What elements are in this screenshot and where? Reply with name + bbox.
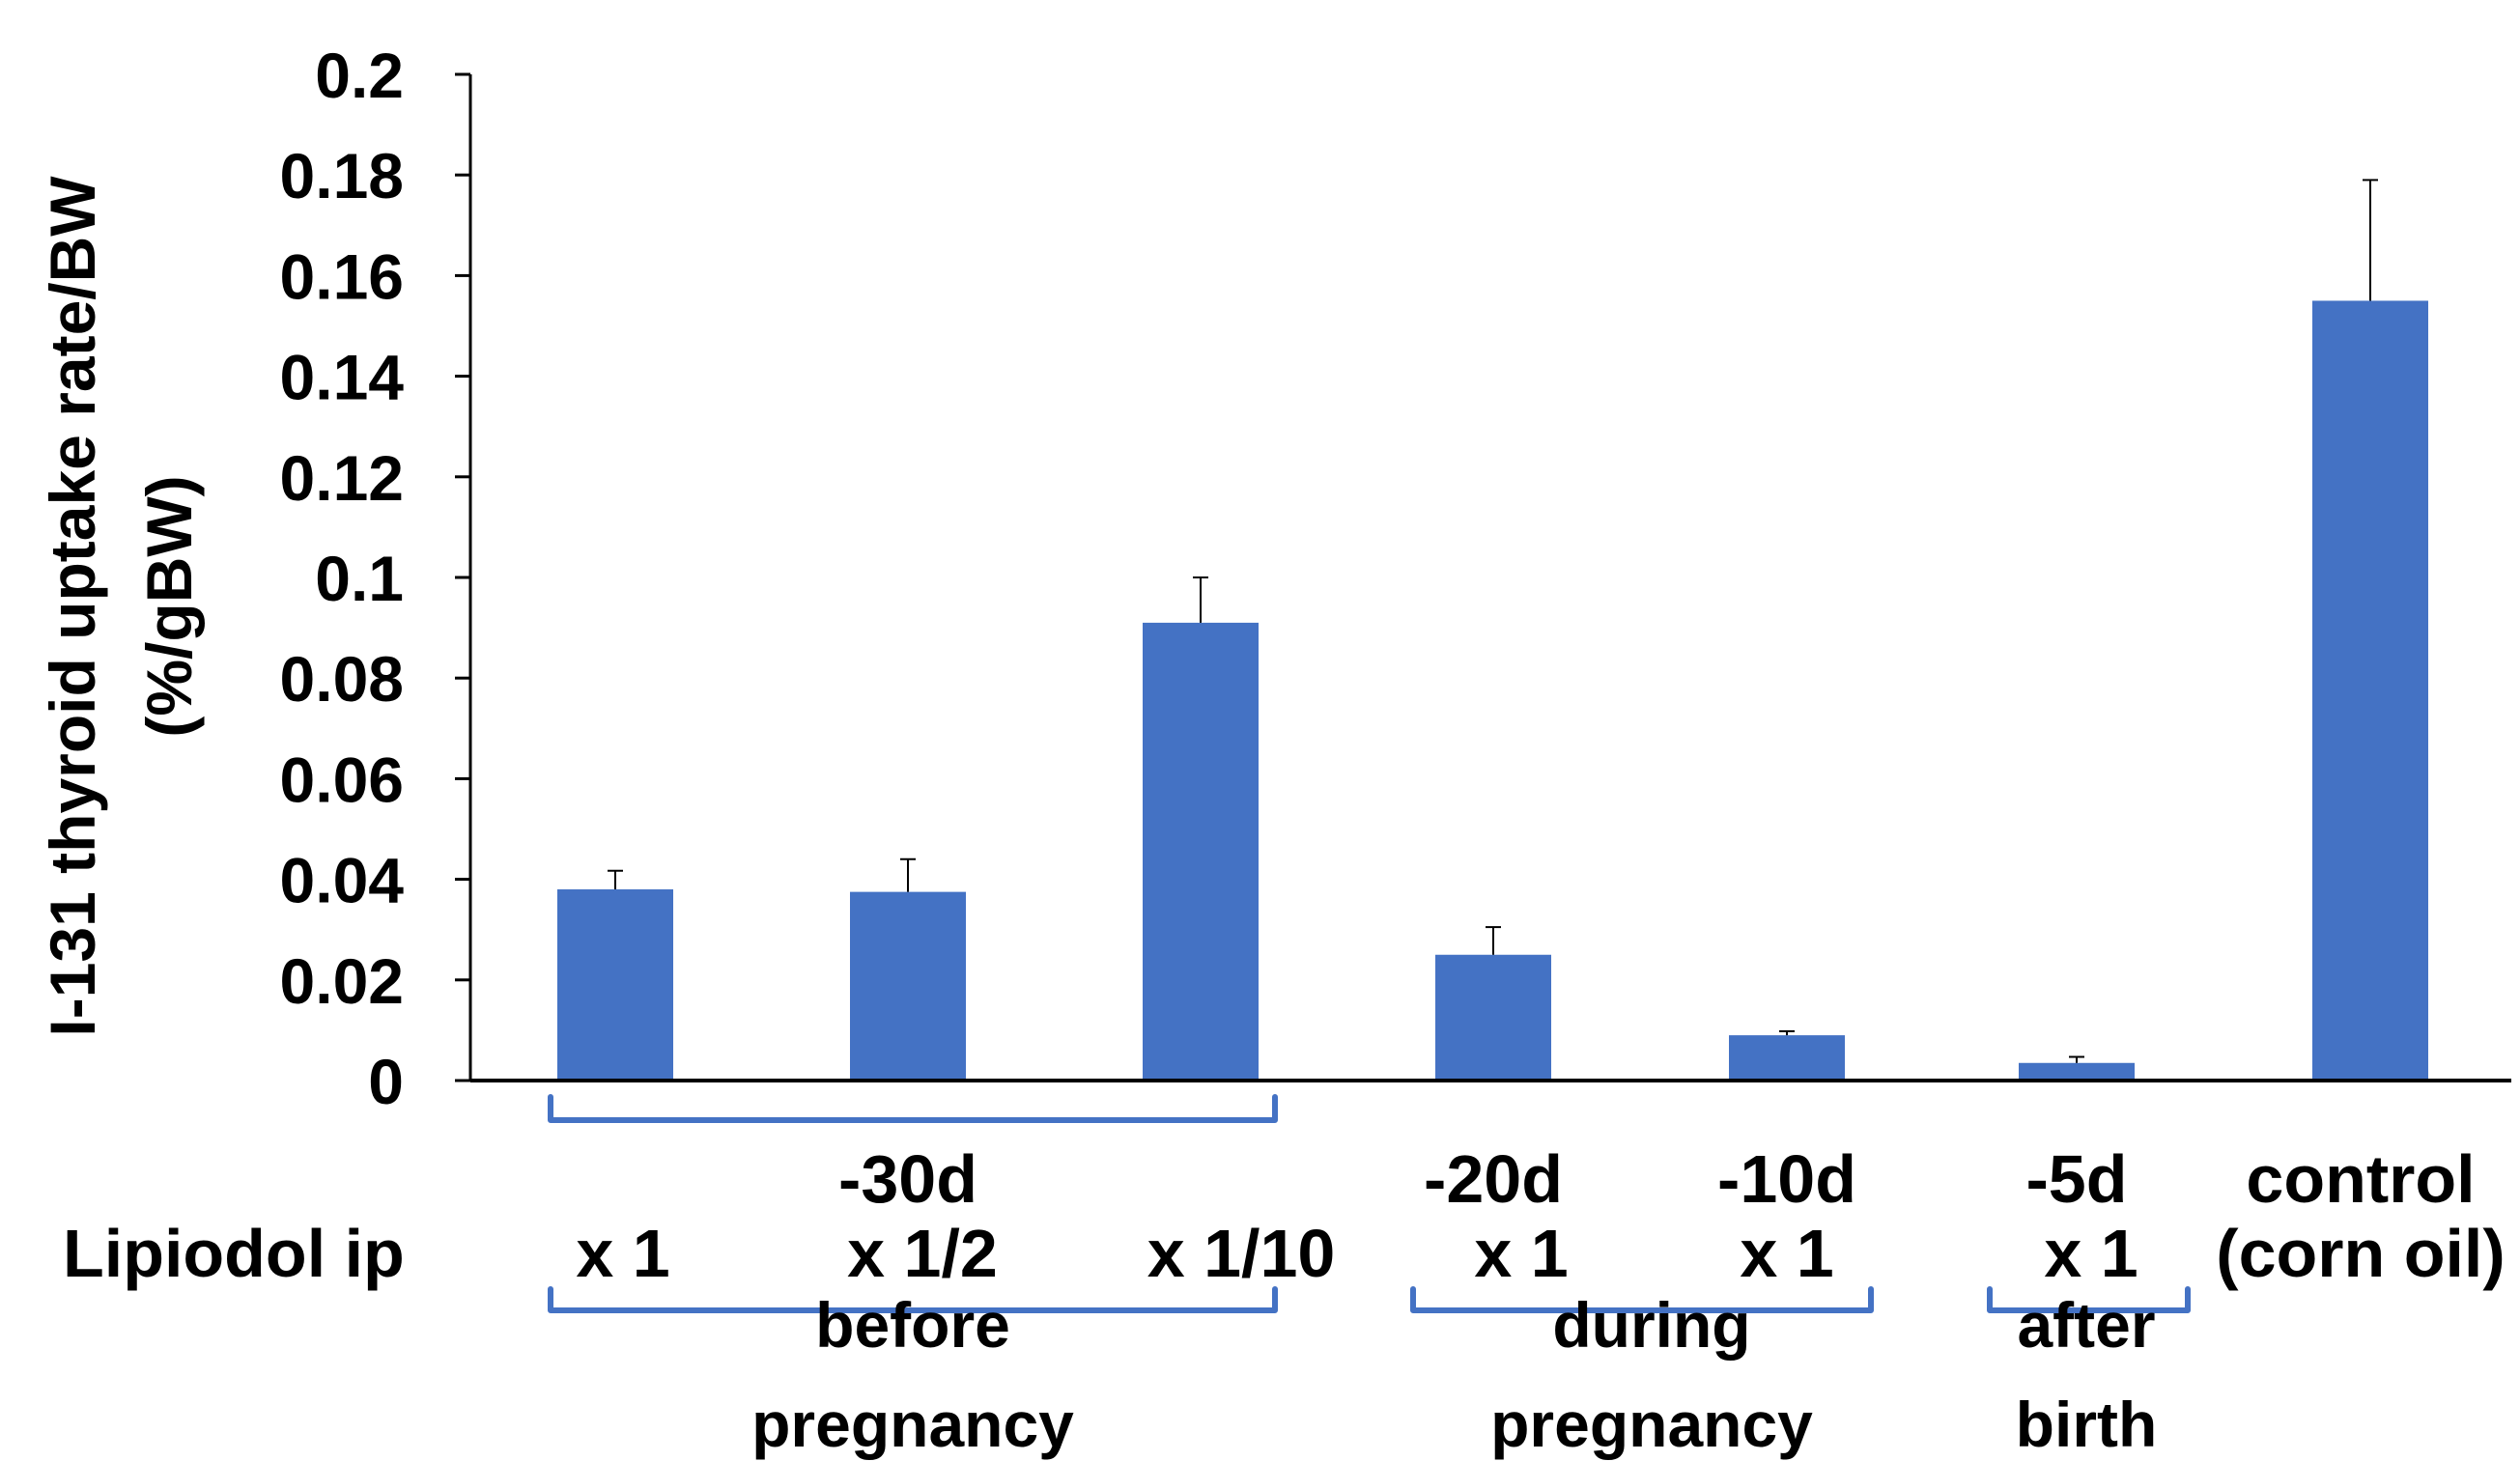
category-label-dose: (corn oil): [2216, 1216, 2505, 1291]
group-label-line2: pregnancy: [1490, 1389, 1813, 1460]
error-bars: [608, 179, 2378, 1063]
y-tick-label: 0.12: [280, 442, 404, 514]
y-tick-label: 0: [368, 1046, 404, 1117]
y-axis-title: I-131 thyroid uptake rate/BW: [37, 176, 108, 1037]
category-label-top: -5d: [2026, 1141, 2128, 1217]
bar: [1143, 622, 1259, 1081]
y-tick-label: 0.18: [280, 140, 404, 211]
bar: [1729, 1035, 1845, 1081]
category-label-dose: x 1: [2044, 1216, 2138, 1291]
bar: [2019, 1062, 2135, 1081]
y-axis: [455, 72, 472, 1082]
y-tick-label: 0.06: [280, 744, 404, 815]
bars: [557, 300, 2428, 1081]
y-tick-label: 0.04: [280, 845, 405, 916]
category-label-dose: x 1: [576, 1216, 669, 1291]
category-label-dose: x 1: [1740, 1216, 1833, 1291]
bar: [1435, 954, 1551, 1081]
y-tick-label: 0.02: [280, 945, 404, 1017]
group-brackets: [548, 1286, 2191, 1313]
y-tick-label: 0.1: [315, 543, 404, 614]
group-bracket: [1987, 1286, 2191, 1313]
group-labels: before pregnancy during pregnancy after birth: [751, 1289, 2157, 1460]
category-label-top: -30d: [838, 1141, 977, 1217]
category-label-top: control: [2246, 1141, 2475, 1217]
group-label-line1: after: [2017, 1289, 2155, 1361]
group-label-line1: during: [1552, 1289, 1750, 1361]
group-label-line2: pregnancy: [751, 1389, 1074, 1460]
category-label-dose: x 1/10: [1147, 1216, 1336, 1291]
bar: [2312, 300, 2428, 1081]
y-tick-label: 0.08: [280, 643, 404, 715]
y-tick-labels: 0 0.02 0.04 0.06 0.08 0.1 0.12 0.14 0.16 0.18 0.2: [280, 40, 405, 1117]
category-label-top: -10d: [1717, 1141, 1856, 1217]
top-bracket: [548, 1094, 1278, 1123]
y-tick-label: 0.14: [280, 342, 405, 413]
row-label-lipiodol: Lipiodol ip: [63, 1216, 405, 1291]
category-label-top: -20d: [1424, 1141, 1563, 1217]
y-tick-label: 0.16: [280, 240, 404, 312]
category-label-dose: x 1/2: [847, 1216, 998, 1291]
y-tick-label: 0.2: [315, 40, 404, 111]
group-label-line1: before: [815, 1289, 1010, 1361]
bar: [557, 889, 673, 1081]
category-label-dose: x 1: [1474, 1216, 1568, 1291]
group-bracket: [1410, 1286, 1874, 1313]
group-label-line2: birth: [2016, 1389, 2158, 1460]
bar: [850, 891, 966, 1081]
y-axis-title-unit: (%/gBW): [133, 475, 205, 737]
group-bracket: [548, 1286, 1278, 1313]
